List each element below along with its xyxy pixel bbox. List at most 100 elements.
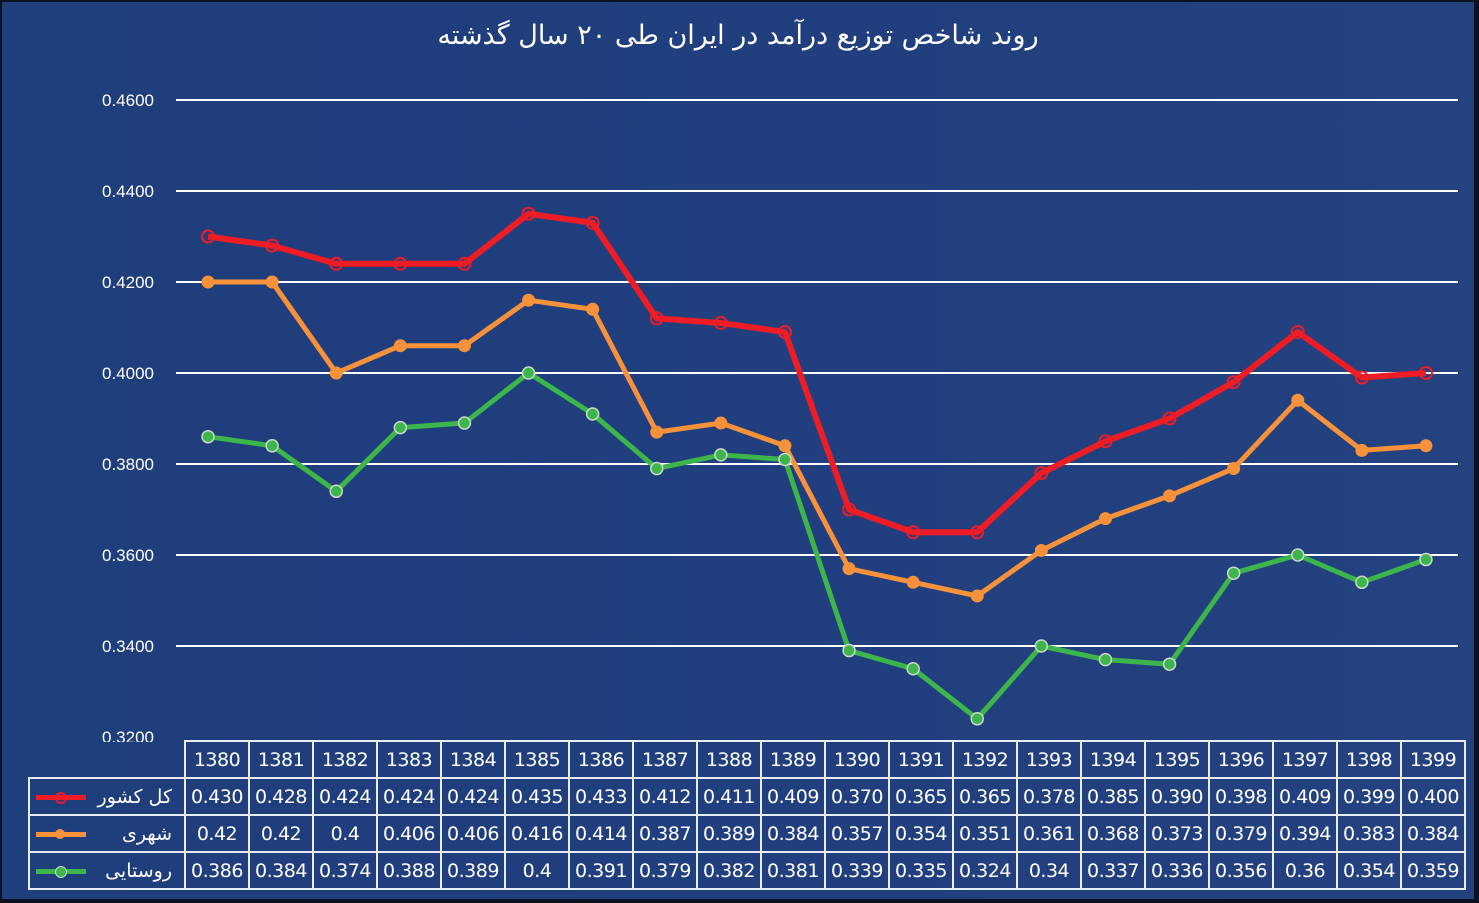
value-cell: 0.385 [1080, 777, 1146, 816]
value-cell: 0.424 [440, 777, 506, 816]
value-cell: 0.391 [568, 851, 634, 890]
value-cell: 0.399 [1336, 777, 1402, 816]
value-cell: 0.339 [824, 851, 890, 890]
value-cell: 0.357 [824, 814, 890, 853]
value-cell: 0.356 [1208, 851, 1274, 890]
year-header-cell: 1398 [1336, 740, 1402, 779]
y-tick-label: 0.3400 [102, 637, 154, 656]
year-header-cell: 1387 [632, 740, 698, 779]
value-cell: 0.42 [248, 814, 314, 853]
value-cell: 0.373 [1144, 814, 1210, 853]
data-point-marker [1354, 370, 1369, 385]
data-point-marker [201, 275, 215, 289]
year-header-cell: 1393 [1016, 740, 1082, 779]
y-tick-label: 0.4600 [102, 91, 154, 110]
plot-area: 0.4600 0.4400 0.4200 0.4000 0.3800 0.3600 0.34… [102, 91, 1458, 742]
legend-marker-icon [55, 828, 65, 839]
value-cell: 0.412 [632, 777, 698, 816]
year-header-cell: 1382 [312, 740, 378, 779]
data-point-marker [906, 575, 920, 589]
year-header-cell: 1384 [440, 740, 506, 779]
legend-label: روستایی [105, 859, 172, 882]
data-point-marker [713, 315, 728, 330]
y-tick-label: 0.4400 [102, 182, 154, 201]
value-cell: 0.36 [1272, 851, 1338, 890]
value-cell: 0.34 [1016, 851, 1082, 890]
data-point-marker [585, 407, 600, 421]
value-cell: 0.406 [440, 814, 506, 853]
y-tick-label: 0.3800 [102, 455, 154, 474]
data-point-marker [1226, 375, 1241, 390]
year-header-cell: 1394 [1080, 740, 1146, 779]
year-header-cell: 1397 [1272, 740, 1338, 779]
legend-marker-icon [55, 791, 67, 804]
data-point-marker [1419, 552, 1433, 567]
year-header-cell: 1380 [184, 740, 250, 779]
value-cell: 0.387 [632, 814, 698, 853]
value-cell: 0.435 [504, 777, 570, 816]
data-point-marker [650, 461, 664, 476]
value-cell: 0.389 [696, 814, 762, 853]
data-point-marker [329, 484, 343, 499]
data-point-marker [1291, 548, 1305, 562]
data-point-marker [1291, 393, 1305, 407]
year-header-cell: 1386 [568, 740, 634, 779]
data-point-marker [521, 366, 536, 380]
value-cell: 0.409 [760, 777, 826, 816]
value-cell: 0.354 [1336, 851, 1402, 890]
data-point-marker [457, 416, 472, 430]
data-point-marker [1290, 325, 1305, 340]
data-point-marker [329, 256, 344, 271]
data-point-marker [1227, 462, 1241, 476]
data-point-marker [906, 525, 921, 540]
data-point-marker [393, 339, 407, 353]
value-cell: 0.394 [1272, 814, 1338, 853]
y-tick-label: 0.4000 [102, 364, 154, 383]
value-cell: 0.378 [1016, 777, 1082, 816]
legend-label: شهری [121, 822, 173, 845]
value-cell: 0.42 [184, 814, 250, 853]
value-cell: 0.384 [760, 814, 826, 853]
value-cell: 0.379 [632, 851, 698, 890]
value-cell: 0.374 [312, 851, 378, 890]
series-1 [201, 275, 1433, 603]
value-cell: 0.398 [1208, 777, 1274, 816]
value-cell: 0.416 [504, 814, 570, 853]
series-0 [201, 206, 1433, 540]
value-cell: 0.365 [952, 777, 1018, 816]
legend-label: کل کشور [97, 785, 173, 808]
value-cell: 0.414 [568, 814, 634, 853]
year-header-cell: 1388 [696, 740, 762, 779]
y-tick-label: 0.4200 [102, 273, 154, 292]
value-cell: 0.424 [312, 777, 378, 816]
y-tick-label: 0.3600 [102, 546, 154, 565]
data-point-marker [842, 562, 856, 576]
legend-marker-icon [55, 865, 67, 878]
data-point-marker [1162, 411, 1177, 426]
value-cell: 0.384 [248, 851, 314, 890]
data-point-marker [201, 229, 216, 244]
data-table-row: شهری 0.42 0.42 0.4 0.406 0.406 0.416 0.414 0.387… [28, 814, 1466, 853]
y-tick-label: 0.3200 [102, 728, 154, 742]
data-point-marker [1355, 443, 1369, 457]
data-point-marker [265, 439, 279, 453]
data-point-marker [457, 256, 472, 271]
value-cell: 0.379 [1208, 814, 1274, 853]
data-table-corner [29, 741, 185, 778]
data-point-marker [585, 215, 600, 230]
data-point-marker [714, 448, 728, 462]
value-cell: 0.337 [1080, 851, 1146, 890]
value-cell: 0.389 [440, 851, 506, 890]
series-2 [201, 366, 1433, 726]
data-point-marker [906, 662, 920, 676]
data-point-marker [1034, 543, 1048, 557]
data-point-marker [329, 366, 343, 380]
data-point-marker [714, 416, 728, 430]
value-cell: 0.384 [1400, 814, 1466, 853]
value-cell: 0.351 [952, 814, 1018, 853]
data-point-marker [1418, 366, 1433, 380]
value-cell: 0.382 [696, 851, 762, 890]
data-table: 1380 1381 1382 1383 1384 1385 1386 1387 1388 1389… [28, 740, 1466, 890]
value-cell: 0.411 [696, 777, 762, 816]
